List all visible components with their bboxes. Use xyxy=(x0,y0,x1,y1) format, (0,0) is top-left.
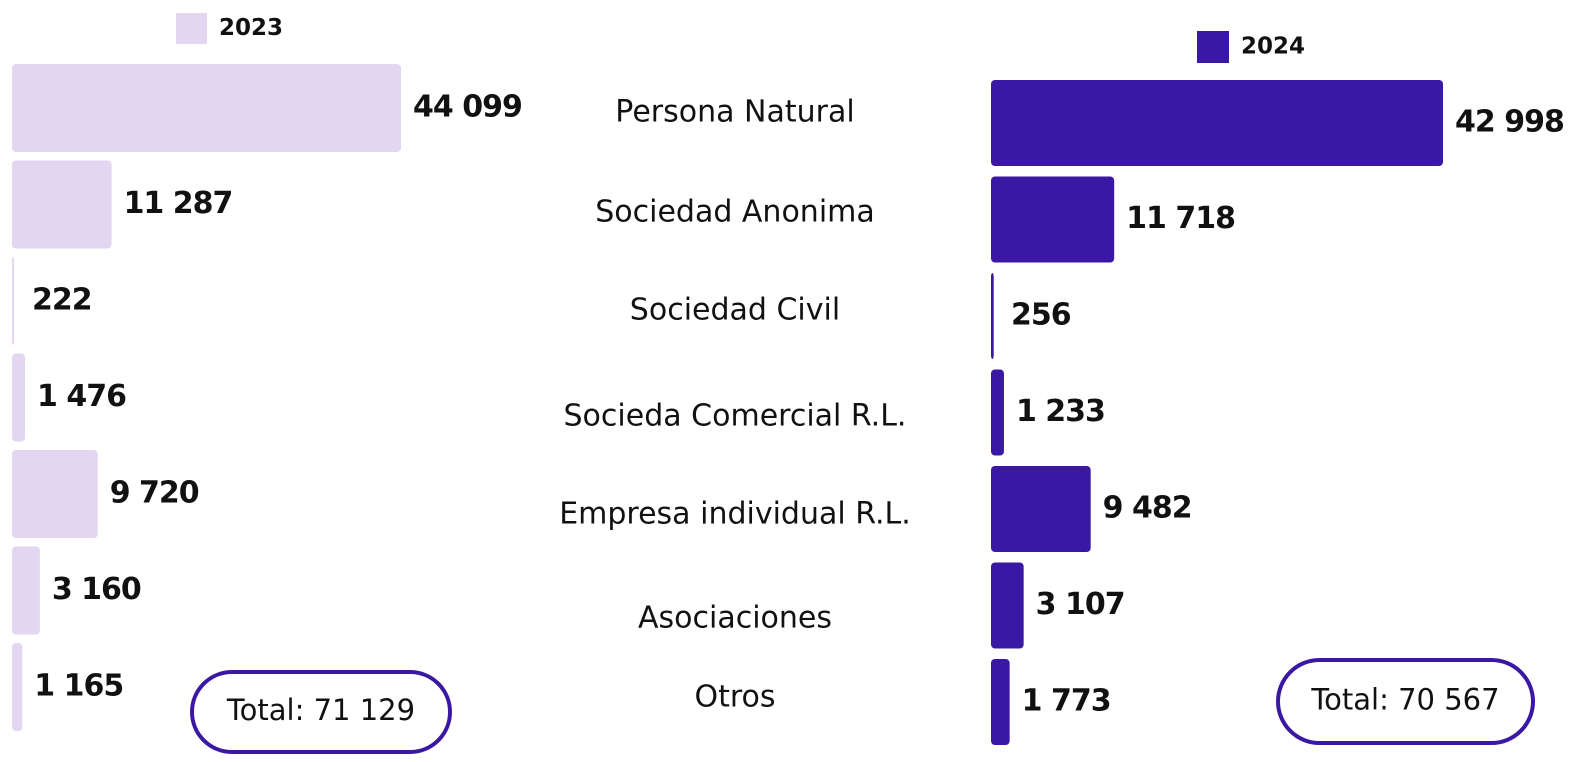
category-label: Socieda Comercial R.L. xyxy=(564,399,907,434)
total-label: Total: 71 129 xyxy=(226,693,415,727)
bar xyxy=(12,353,26,442)
category-label: Persona Natural xyxy=(615,95,854,130)
category-label: Empresa individual R.L. xyxy=(559,497,911,532)
bar xyxy=(991,176,1115,263)
bar xyxy=(991,80,1443,166)
value-label: 11 718 xyxy=(1126,201,1235,236)
category-label: Otros xyxy=(694,680,775,715)
value-label: 1 165 xyxy=(34,669,123,704)
value-label: 3 107 xyxy=(1036,587,1125,622)
bar xyxy=(991,273,994,359)
bar xyxy=(12,257,14,345)
value-label: 1 233 xyxy=(1016,394,1105,429)
legend-swatch xyxy=(176,13,207,44)
value-label: 11 287 xyxy=(124,186,233,221)
value-label: 42 998 xyxy=(1455,105,1564,140)
bar xyxy=(12,450,98,538)
legend-swatch xyxy=(1197,31,1229,63)
category-label: Asociaciones xyxy=(638,601,832,636)
total-label: Total: 70 567 xyxy=(1310,683,1499,717)
value-label: 222 xyxy=(32,283,92,318)
value-label: 44 099 xyxy=(413,90,522,125)
category-label: Sociedad Civil xyxy=(630,293,840,328)
bar xyxy=(12,546,40,635)
value-label: 256 xyxy=(1011,298,1071,333)
legend-label: 2023 xyxy=(219,15,283,41)
value-label: 9 720 xyxy=(110,476,199,511)
value-label: 1 476 xyxy=(37,379,126,414)
bar xyxy=(12,160,112,249)
total-box xyxy=(190,670,452,754)
bar xyxy=(991,562,1024,649)
bar xyxy=(991,466,1091,552)
category-label: Sociedad Anonima xyxy=(595,195,875,230)
bar xyxy=(991,659,1010,745)
bar xyxy=(12,643,23,731)
value-label: 3 160 xyxy=(52,572,141,607)
value-label: 1 773 xyxy=(1022,684,1111,719)
value-label: 9 482 xyxy=(1103,491,1192,526)
bar xyxy=(991,369,1004,456)
legend-label: 2024 xyxy=(1241,34,1305,60)
bar xyxy=(12,64,401,152)
total-box xyxy=(1276,658,1535,745)
